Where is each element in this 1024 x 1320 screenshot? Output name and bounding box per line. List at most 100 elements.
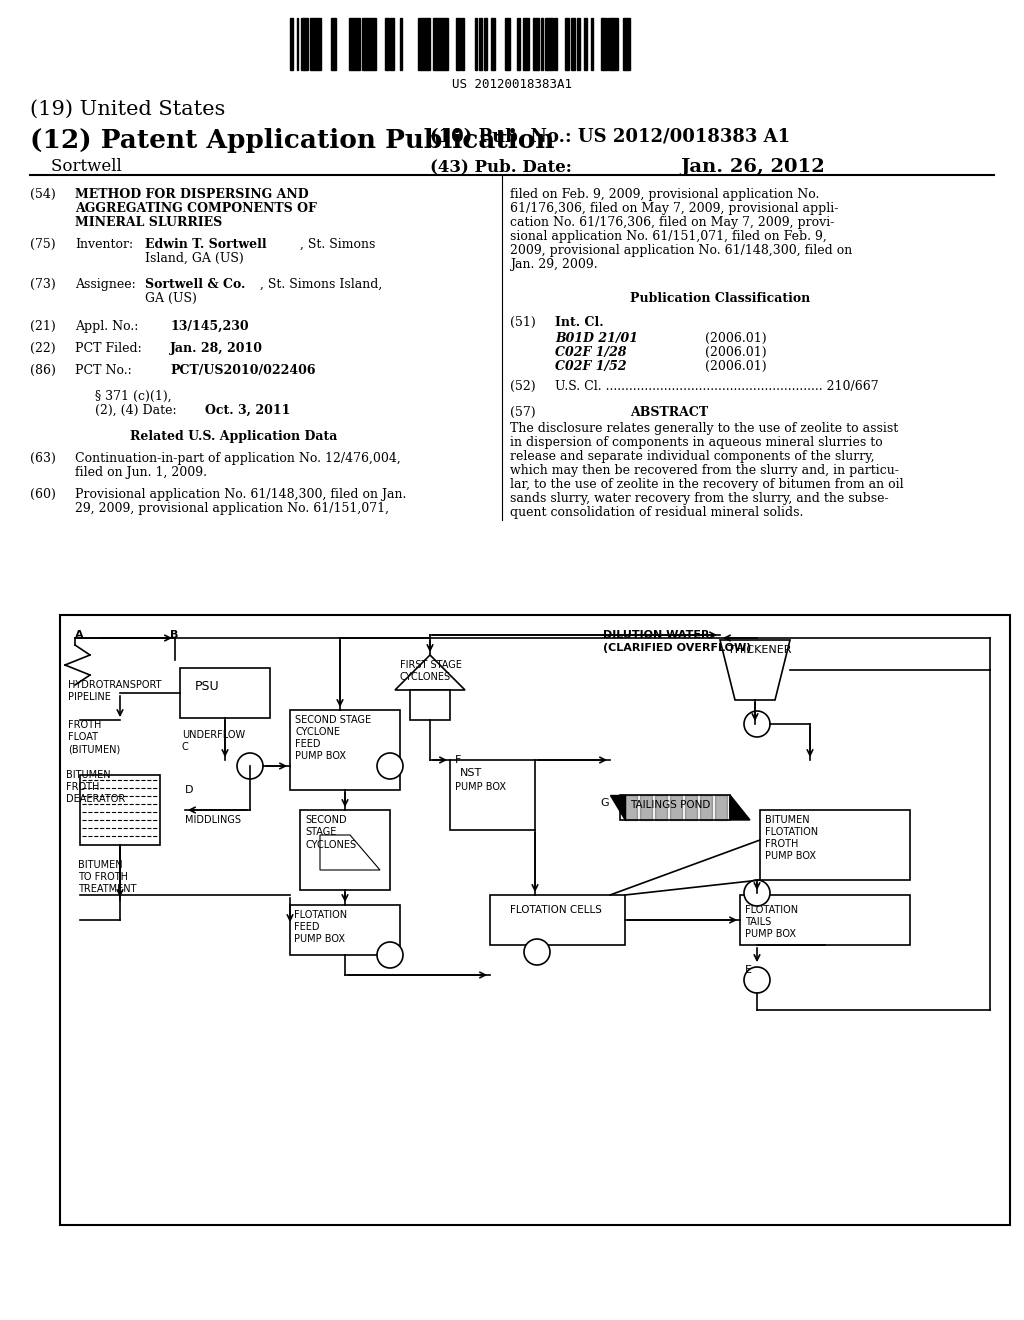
Bar — [490, 18, 495, 70]
Circle shape — [744, 711, 770, 737]
Text: FLOTATION: FLOTATION — [765, 828, 818, 837]
Text: PIPELINE: PIPELINE — [68, 692, 111, 702]
Text: quent consolidation of residual mineral solids.: quent consolidation of residual mineral … — [510, 506, 804, 519]
Bar — [475, 18, 477, 70]
Polygon shape — [685, 795, 697, 820]
Bar — [301, 18, 304, 70]
Bar — [425, 18, 428, 70]
Text: , St. Simons Island,: , St. Simons Island, — [260, 279, 382, 290]
Text: NST: NST — [460, 768, 482, 777]
Text: (43) Pub. Date:: (43) Pub. Date: — [430, 158, 571, 176]
Text: which may then be recovered from the slurry and, in particu-: which may then be recovered from the slu… — [510, 465, 899, 477]
Bar — [545, 18, 547, 70]
Text: sional application No. 61/151,071, filed on Feb. 9,: sional application No. 61/151,071, filed… — [510, 230, 826, 243]
Text: FROTH: FROTH — [68, 719, 101, 730]
Text: AGGREGATING COMPONENTS OF: AGGREGATING COMPONENTS OF — [75, 202, 316, 215]
Text: GA (US): GA (US) — [145, 292, 197, 305]
Text: PUMP BOX: PUMP BOX — [455, 781, 506, 792]
Text: The disclosure relates generally to the use of zeolite to assist: The disclosure relates generally to the … — [510, 422, 898, 436]
Text: BITUMEN: BITUMEN — [78, 861, 123, 870]
Polygon shape — [730, 795, 750, 820]
Text: filed on Feb. 9, 2009, provisional application No.: filed on Feb. 9, 2009, provisional appli… — [510, 187, 819, 201]
Bar — [567, 18, 569, 70]
Text: (21): (21) — [30, 319, 55, 333]
Text: A: A — [75, 630, 84, 640]
Circle shape — [524, 939, 550, 965]
Text: MINERAL SLURRIES: MINERAL SLURRIES — [75, 216, 222, 228]
Bar — [551, 18, 553, 70]
Text: PCT/US2010/022406: PCT/US2010/022406 — [170, 364, 315, 378]
Text: § 371 (c)(1),: § 371 (c)(1), — [95, 389, 172, 403]
Bar — [315, 18, 318, 70]
Text: (57): (57) — [510, 407, 536, 418]
Text: (63): (63) — [30, 451, 56, 465]
Bar — [523, 18, 527, 70]
Text: U.S. Cl. ........................................................ 210/667: U.S. Cl. ...............................… — [555, 380, 879, 393]
Text: (86): (86) — [30, 364, 56, 378]
Text: C02F 1/52: C02F 1/52 — [555, 360, 627, 374]
Text: B01D 21/01: B01D 21/01 — [555, 333, 638, 345]
Text: G: G — [600, 799, 608, 808]
Bar — [304, 18, 308, 70]
Text: METHOD FOR DISPERSING AND: METHOD FOR DISPERSING AND — [75, 187, 308, 201]
Polygon shape — [620, 795, 730, 820]
Text: Int. Cl.: Int. Cl. — [555, 315, 603, 329]
Text: PUMP BOX: PUMP BOX — [745, 929, 796, 939]
Text: Provisional application No. 61/148,300, filed on Jan.: Provisional application No. 61/148,300, … — [75, 488, 407, 502]
Bar — [461, 18, 464, 70]
Text: cation No. 61/176,306, filed on May 7, 2009, provi-: cation No. 61/176,306, filed on May 7, 2… — [510, 216, 835, 228]
Polygon shape — [410, 690, 450, 719]
Bar — [310, 18, 313, 70]
Text: (10) Pub. No.: US 2012/0018383 A1: (10) Pub. No.: US 2012/0018383 A1 — [430, 128, 791, 147]
Text: CYCLONES: CYCLONES — [400, 672, 452, 682]
Text: C02F 1/28: C02F 1/28 — [555, 346, 627, 359]
Bar — [433, 18, 437, 70]
Text: Sortwell & Co.: Sortwell & Co. — [145, 279, 246, 290]
Text: (22): (22) — [30, 342, 55, 355]
Text: lar, to the use of zeolite in the recovery of bitumen from an oil: lar, to the use of zeolite in the recove… — [510, 478, 903, 491]
Text: 2009, provisional application No. 61/148,300, filed on: 2009, provisional application No. 61/148… — [510, 244, 852, 257]
Text: Jan. 26, 2012: Jan. 26, 2012 — [680, 158, 824, 176]
Text: (75): (75) — [30, 238, 55, 251]
Bar — [541, 18, 543, 70]
Text: 61/176,306, filed on May 7, 2009, provisional appli-: 61/176,306, filed on May 7, 2009, provis… — [510, 202, 839, 215]
Text: TAILS: TAILS — [745, 917, 771, 927]
Bar — [760, 810, 910, 880]
Text: FEED: FEED — [295, 739, 321, 748]
Text: Island, GA (US): Island, GA (US) — [145, 252, 244, 265]
Text: (73): (73) — [30, 279, 55, 290]
Polygon shape — [640, 795, 652, 820]
Text: CYCLONES: CYCLONES — [305, 840, 356, 850]
Text: SECOND STAGE: SECOND STAGE — [295, 715, 371, 725]
Text: Inventor:: Inventor: — [75, 238, 133, 251]
Text: PUMP BOX: PUMP BOX — [765, 851, 816, 861]
Bar — [479, 18, 481, 70]
Polygon shape — [670, 795, 682, 820]
Text: CYCLONE: CYCLONE — [295, 727, 340, 737]
Text: (51): (51) — [510, 315, 536, 329]
Text: DEAERATOR: DEAERATOR — [66, 795, 125, 804]
Text: TO FROTH: TO FROTH — [78, 873, 128, 882]
Bar — [603, 18, 607, 70]
Bar — [456, 18, 459, 70]
Text: UNDERFLOW: UNDERFLOW — [182, 730, 245, 741]
Text: PSU: PSU — [195, 680, 219, 693]
Polygon shape — [319, 836, 380, 870]
Polygon shape — [715, 795, 727, 820]
Bar — [80, 775, 160, 845]
Text: FLOAT: FLOAT — [68, 733, 98, 742]
Text: FROTH: FROTH — [66, 781, 99, 792]
Bar — [577, 18, 580, 70]
Text: 13/145,230: 13/145,230 — [170, 319, 249, 333]
Circle shape — [237, 752, 263, 779]
Text: C: C — [182, 742, 188, 752]
Text: in dispersion of components in aqueous mineral slurries to: in dispersion of components in aqueous m… — [510, 436, 883, 449]
Text: SECOND: SECOND — [305, 814, 347, 825]
Polygon shape — [720, 640, 790, 700]
Text: (54): (54) — [30, 187, 55, 201]
Text: BITUMEN: BITUMEN — [765, 814, 810, 825]
Bar — [554, 18, 557, 70]
Bar — [740, 895, 910, 945]
Text: Publication Classification: Publication Classification — [630, 292, 810, 305]
Bar — [364, 18, 366, 70]
